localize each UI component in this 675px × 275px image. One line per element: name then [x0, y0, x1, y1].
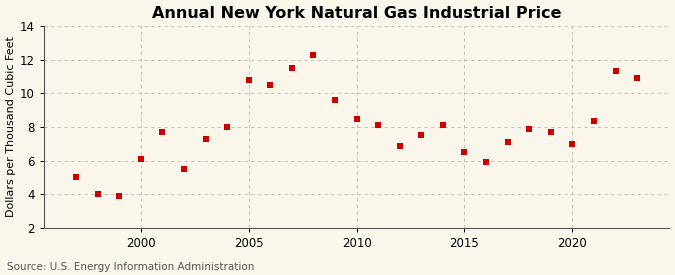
Title: Annual New York Natural Gas Industrial Price: Annual New York Natural Gas Industrial P… — [152, 6, 562, 21]
Point — [222, 125, 233, 129]
Point — [308, 52, 319, 57]
Point — [71, 175, 82, 179]
Point — [179, 167, 190, 171]
Point — [351, 116, 362, 121]
Point — [114, 194, 125, 198]
Text: Source: U.S. Energy Information Administration: Source: U.S. Energy Information Administ… — [7, 262, 254, 272]
Point — [286, 66, 297, 70]
Point — [524, 126, 535, 131]
Point — [459, 150, 470, 155]
Point — [373, 123, 383, 128]
Point — [567, 142, 578, 146]
Point — [92, 192, 103, 197]
Point — [265, 83, 275, 87]
Point — [437, 123, 448, 128]
Y-axis label: Dollars per Thousand Cubic Feet: Dollars per Thousand Cubic Feet — [5, 37, 16, 218]
Point — [136, 157, 146, 161]
Point — [394, 143, 405, 148]
Point — [481, 160, 491, 164]
Point — [416, 133, 427, 138]
Point — [157, 130, 168, 134]
Point — [545, 130, 556, 134]
Point — [200, 137, 211, 141]
Point — [502, 140, 513, 144]
Point — [589, 119, 599, 123]
Point — [632, 76, 643, 80]
Point — [243, 78, 254, 82]
Point — [329, 98, 340, 102]
Point — [610, 69, 621, 74]
